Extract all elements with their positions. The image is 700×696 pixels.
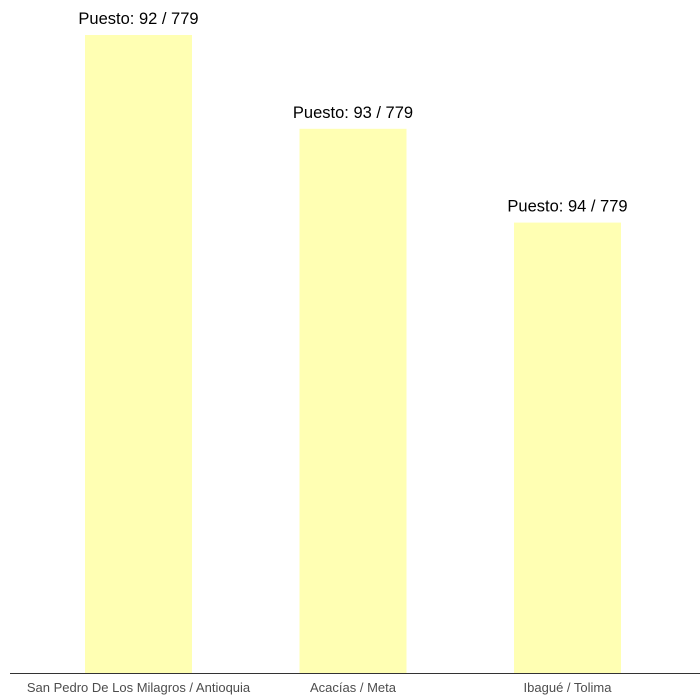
- data-labels-group: Puesto: 92 / 779 Puesto: 93 / 779 Puesto: …: [78, 10, 627, 216]
- x-tick-label-2: Ibagué / Tolima: [524, 680, 613, 695]
- x-tick-label-1: Acacías / Meta: [310, 680, 397, 695]
- data-label-1: Puesto: 93 / 779: [293, 104, 413, 122]
- bar-2: [514, 222, 621, 673]
- data-label-0: Puesto: 92 / 779: [78, 10, 198, 28]
- bar-1: [299, 128, 407, 674]
- data-label-2: Puesto: 94 / 779: [507, 198, 627, 216]
- bar-0: [85, 35, 192, 673]
- bars-group: [85, 35, 621, 674]
- x-tick-label-0: San Pedro De Los Milagros / Antioquia: [27, 680, 251, 695]
- x-tick-labels-group: San Pedro De Los Milagros / Antioquia Aca…: [27, 680, 612, 695]
